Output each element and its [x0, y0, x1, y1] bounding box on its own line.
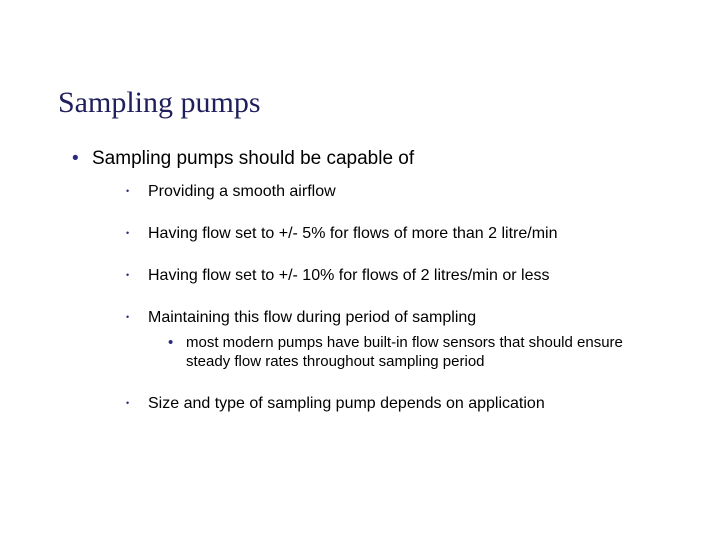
bullet-list-lvl1: Sampling pumps should be capable of Prov…	[58, 148, 662, 414]
slide: Sampling pumps Sampling pumps should be …	[0, 0, 720, 414]
bullet-list-lvl3: most modern pumps have built-in flow sen…	[148, 334, 662, 372]
list-item-text: Providing a smooth airflow	[148, 183, 336, 200]
list-item: Having flow set to +/- 10% for flows of …	[126, 266, 662, 286]
list-item-text: Having flow set to +/- 10% for flows of …	[148, 267, 549, 284]
list-item: Providing a smooth airflow	[126, 182, 662, 202]
list-item-text: Size and type of sampling pump depends o…	[148, 395, 545, 412]
list-item-text: Maintaining this flow during period of s…	[148, 309, 476, 326]
list-item: Size and type of sampling pump depends o…	[126, 394, 662, 414]
list-item: Having flow set to +/- 5% for flows of m…	[126, 224, 662, 244]
slide-title: Sampling pumps	[58, 86, 662, 120]
list-item: Sampling pumps should be capable of Prov…	[72, 148, 662, 414]
list-item: Maintaining this flow during period of s…	[126, 308, 662, 372]
list-item-text: Sampling pumps should be capable of	[92, 148, 414, 169]
list-item-text: most modern pumps have built-in flow sen…	[186, 334, 623, 370]
list-item-text: Having flow set to +/- 5% for flows of m…	[148, 225, 558, 242]
list-item: most modern pumps have built-in flow sen…	[168, 334, 662, 372]
bullet-list-lvl2: Providing a smooth airflow Having flow s…	[92, 182, 662, 414]
